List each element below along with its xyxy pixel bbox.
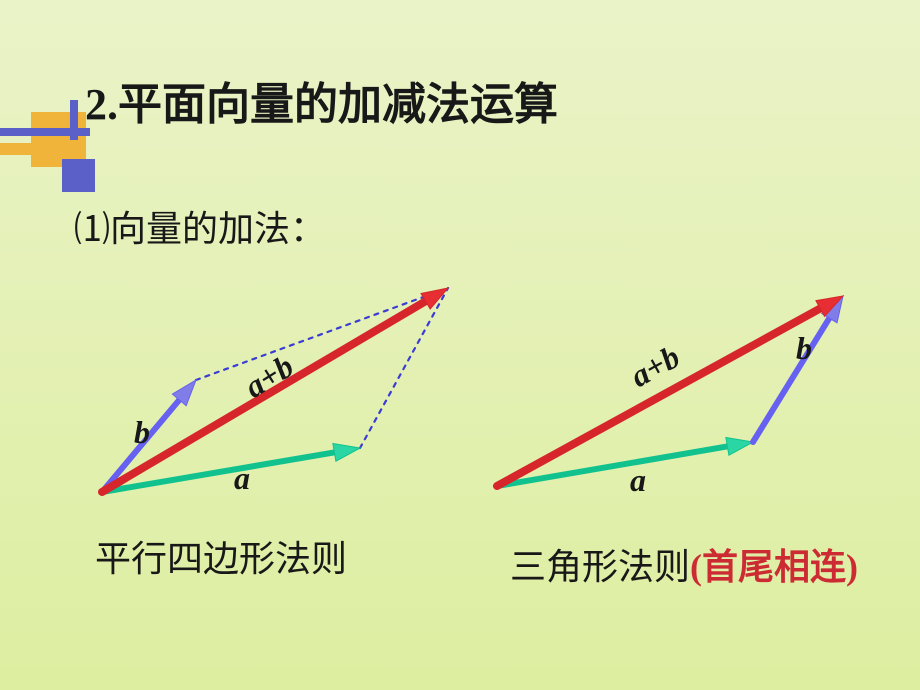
- caption-triangle: 三角形法则(首尾相连): [510, 538, 858, 590]
- caption-parallelogram: 平行四边形法则: [95, 530, 347, 582]
- label-b-right: b: [796, 330, 812, 367]
- label-a-right: a: [630, 462, 646, 499]
- vector-a-right: [726, 438, 753, 456]
- caption-triangle-text: 三角形法则: [510, 547, 690, 587]
- caption-triangle-emph: (首尾相连): [690, 547, 858, 587]
- label-b-left: b: [134, 414, 150, 451]
- label-a-left: a: [234, 460, 250, 497]
- vector-a-left: [333, 443, 360, 461]
